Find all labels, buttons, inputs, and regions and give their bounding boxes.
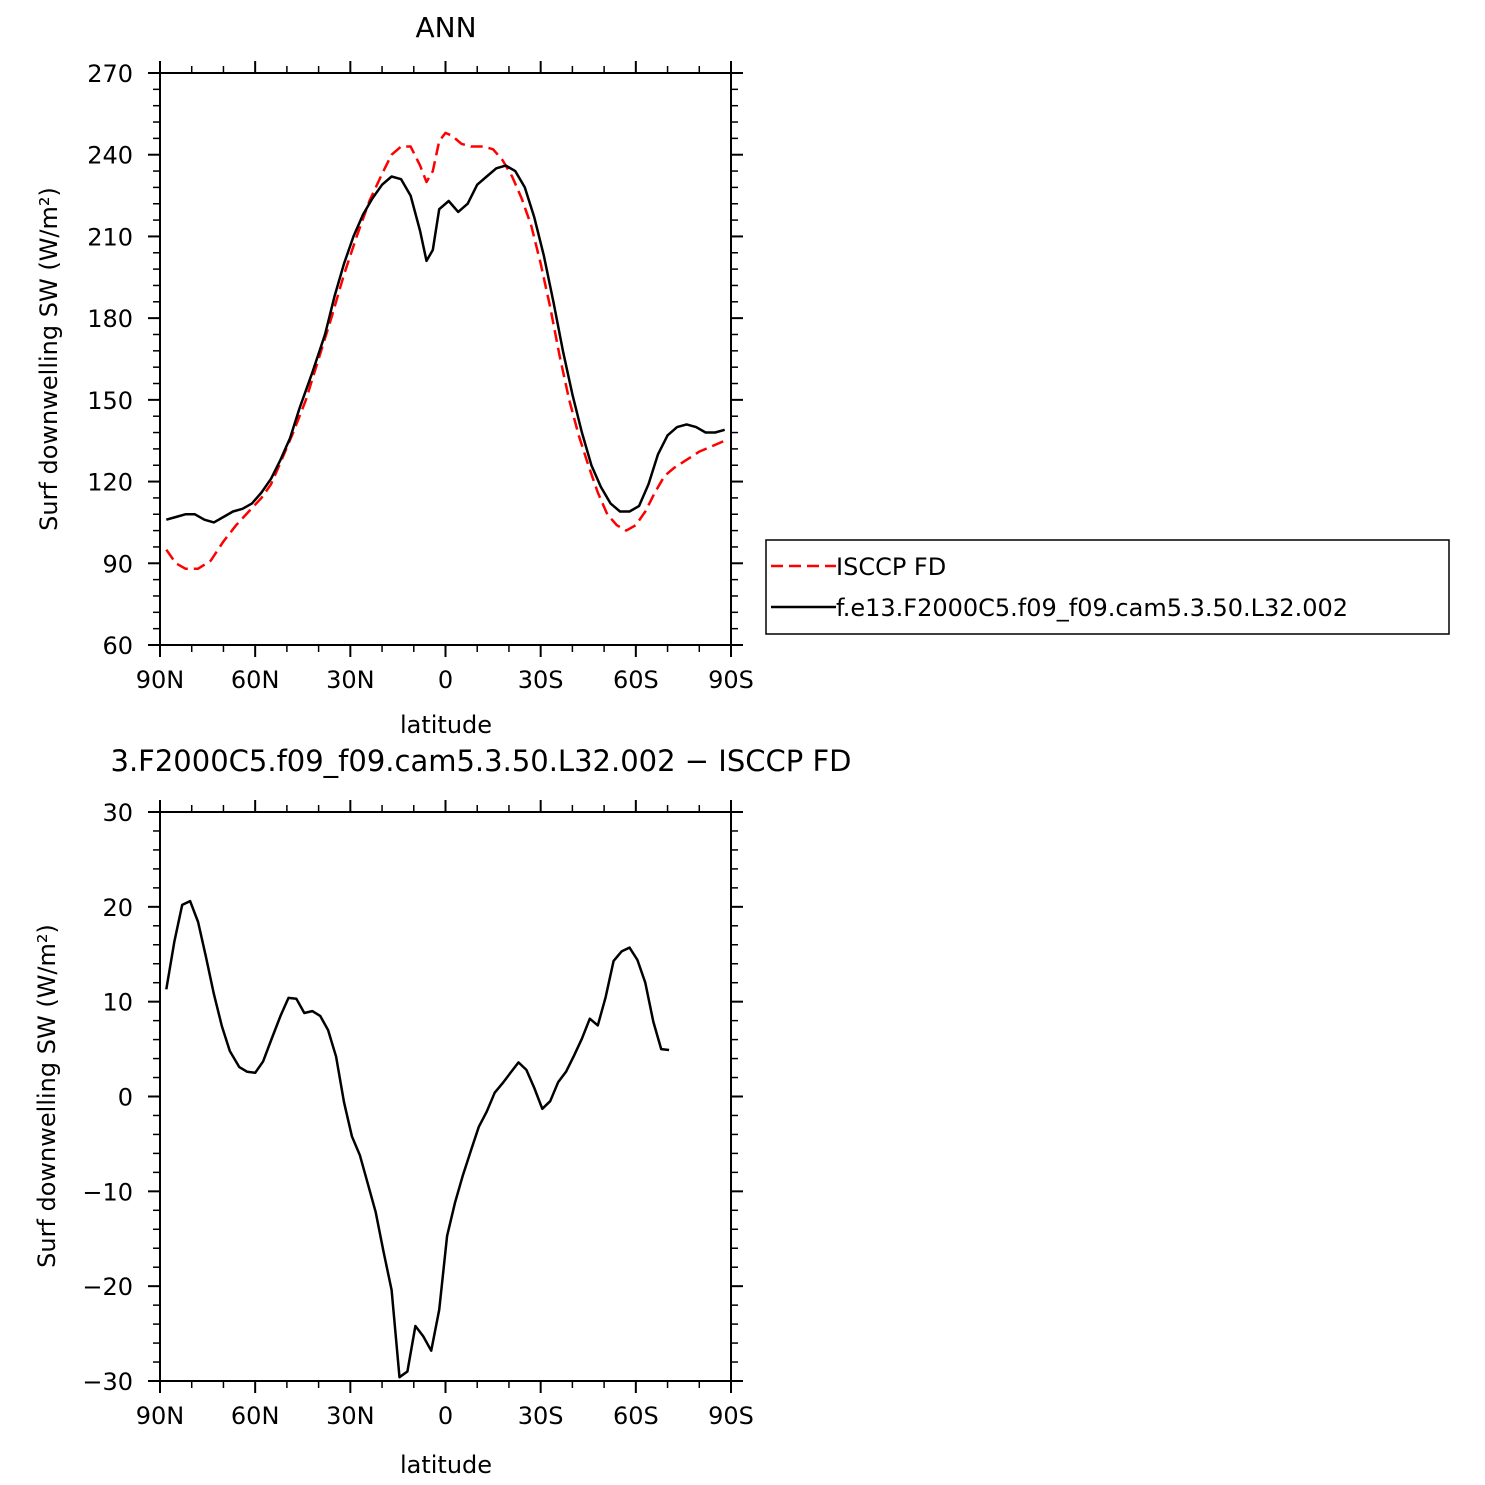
bottom-y-axis-label: Surf downwelling SW (W/m²)	[33, 924, 61, 1268]
x-tick-label: 30S	[518, 666, 564, 694]
x-tick-label: 90S	[708, 666, 754, 694]
bottom-plot-frame	[159, 811, 732, 1382]
x-tick-label: 0	[438, 1402, 453, 1430]
top-y-axis-label: Surf downwelling SW (W/m²)	[35, 187, 63, 531]
top-chart: ANN 90N 60N 30N 0 30S 60S 90S 60 90 120 150 180 210…	[35, 11, 754, 739]
y-tick-label: −30	[82, 1368, 133, 1396]
y-tick-label: 180	[87, 305, 133, 333]
x-tick-label: 30S	[518, 1402, 564, 1430]
x-tick-label: 60N	[231, 1402, 280, 1430]
y-tick-label: 10	[102, 989, 133, 1017]
top-y-tick-labels: 60 90 120 150 180 210 240 270	[87, 60, 133, 660]
y-tick-label: 210	[87, 223, 133, 251]
y-tick-label: −10	[82, 1178, 133, 1206]
y-tick-label: 30	[102, 799, 133, 827]
bottom-x-tick-labels: 90N 60N 30N 0 30S 60S 90S	[136, 1402, 754, 1430]
top-axis-ticks	[148, 61, 743, 657]
series-line-0	[165, 899, 670, 1379]
x-tick-label: 60S	[613, 666, 659, 694]
x-tick-label: 30N	[326, 1402, 375, 1430]
x-tick-label: 90N	[136, 1402, 185, 1430]
top-x-tick-labels: 90N 60N 30N 0 30S 60S 90S	[136, 666, 754, 694]
series-line-1	[165, 164, 726, 524]
legend: ISCCP FD f.e13.F2000C5.f09_f09.cam5.3.50…	[765, 539, 1450, 635]
top-plot-frame	[159, 72, 732, 646]
bottom-y-tick-labels: −30 −20 −10 0 10 20 30	[82, 799, 133, 1396]
x-tick-label: 60N	[231, 666, 280, 694]
top-x-axis-label: latitude	[400, 711, 492, 739]
legend-box	[765, 539, 1450, 635]
y-tick-label: 90	[102, 550, 133, 578]
y-tick-label: 150	[87, 387, 133, 415]
y-tick-label: 60	[102, 632, 133, 660]
x-tick-label: 90S	[708, 1402, 754, 1430]
y-tick-label: 270	[87, 60, 133, 88]
x-tick-label: 60S	[613, 1402, 659, 1430]
y-tick-label: −20	[82, 1273, 133, 1301]
legend-label-isccp: ISCCP FD	[836, 553, 946, 581]
top-series-lines	[165, 131, 726, 570]
y-tick-label: 0	[118, 1084, 133, 1112]
x-tick-label: 30N	[326, 666, 375, 694]
bottom-chart: 3.F2000C5.f09_f09.cam5.3.50.L32.002 − IS…	[33, 744, 851, 1479]
bottom-x-axis-label: latitude	[400, 1451, 492, 1479]
y-tick-label: 240	[87, 142, 133, 170]
y-tick-label: 20	[102, 894, 133, 922]
top-chart-title: ANN	[415, 11, 476, 44]
series-line-0	[165, 131, 726, 570]
bottom-chart-title: 3.F2000C5.f09_f09.cam5.3.50.L32.002 − IS…	[111, 744, 852, 778]
bottom-series-lines	[165, 899, 670, 1379]
bottom-axis-ticks	[148, 800, 743, 1393]
legend-label-model: f.e13.F2000C5.f09_f09.cam5.3.50.L32.002	[836, 594, 1348, 622]
x-tick-label: 0	[438, 666, 453, 694]
y-tick-label: 120	[87, 469, 133, 497]
x-tick-label: 90N	[136, 666, 185, 694]
